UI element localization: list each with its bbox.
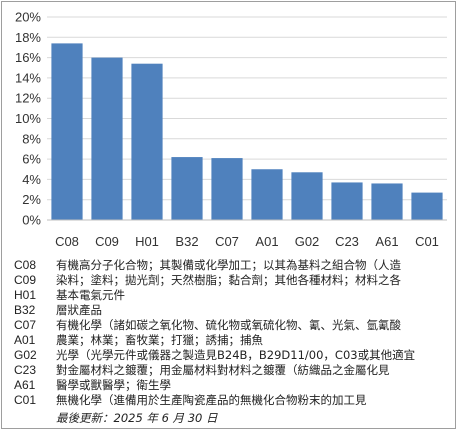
x-tick-label: C07 [215, 234, 239, 249]
bar [371, 183, 403, 220]
legend-description [56, 273, 452, 288]
legend-code: C01 [14, 393, 37, 407]
y-tick-label: 4% [22, 172, 41, 187]
legend-row: G02 光學（光學元件或儀器之製造見B24B，B29D11/00，C03或其他適… [14, 348, 452, 363]
x-tick-label: C23 [335, 234, 359, 249]
y-tick-label: 20% [15, 10, 41, 25]
legend-description: 對金屬材料之鍍覆；用金屬材料對材料之鍍覆（紡織品之金屬化見 [56, 363, 390, 377]
legend-description: 無機化學（進備用於生產陶瓷產品的無機化合物粉末的加工見 [56, 393, 367, 407]
x-tick-label: C08 [55, 234, 79, 249]
bar [411, 192, 443, 220]
legend-code: C23 [14, 363, 37, 377]
legend-code: A01 [14, 333, 36, 347]
y-tick-label: 18% [15, 30, 41, 45]
bar [91, 57, 123, 220]
legend-description: 光學（光學元件或儀器之製造見B24B，B29D11/00，C03或其他適宜 [56, 348, 416, 362]
bar [51, 43, 83, 220]
legend-row: C23 對金屬材料之鍍覆；用金屬材料對材料之鍍覆（紡織品之金屬化見 [14, 363, 452, 378]
legend-code: C08 [14, 258, 37, 272]
y-tick-label: 0% [22, 213, 41, 228]
legend-row: C09 [14, 273, 452, 288]
x-tick-label: A61 [375, 234, 398, 249]
bar [131, 63, 163, 220]
x-tick-label: A01 [255, 234, 278, 249]
legend-code: B32 [14, 303, 36, 317]
bar [331, 182, 363, 220]
legend-description: 醫學或獸醫學；衛生學 [56, 378, 171, 392]
legend-row: C08 有機高分子化合物；其製備或化學加工；以其為基料之組合物（人造 染料；塗料… [14, 258, 452, 288]
legend-description: 農業；林業；畜牧業；打獵；誘捕；捕魚 [56, 333, 263, 347]
y-tick-label: 10% [15, 111, 41, 126]
bar [251, 169, 283, 220]
legend-description: 有機高分子化合物；其製備或化學加工；以其為基料之組合物（人造 染料；塗料；拋光劑… [56, 258, 401, 287]
legend-code: C09 [14, 273, 37, 287]
x-tick-label: G02 [295, 234, 320, 249]
y-tick-label: 14% [15, 70, 41, 85]
x-tick-label: B32 [175, 234, 198, 249]
legend-description: 層狀產品 [56, 303, 102, 317]
y-tick-label: 8% [22, 131, 41, 146]
legend-code: A61 [14, 378, 36, 392]
legend: C08 有機高分子化合物；其製備或化學加工；以其為基料之組合物（人造 染料；塗料… [14, 258, 452, 408]
bar [291, 172, 323, 220]
y-tick-label: 12% [15, 91, 41, 106]
x-tick-label: C01 [415, 234, 439, 249]
y-tick-label: 6% [22, 152, 41, 167]
legend-row: C01 無機化學（進備用於生產陶瓷產品的無機化合物粉末的加工見 [14, 393, 452, 408]
legend-row: A61 醫學或獸醫學；衛生學 [14, 378, 452, 393]
bar [211, 158, 243, 220]
x-tick-label: H01 [135, 234, 159, 249]
legend-row: C07 有機化學（諸如碳之氧化物、硫化物或氧硫化物、氰、光氣、氫氰酸 [14, 318, 452, 333]
legend-code: H01 [14, 288, 37, 302]
legend-code: C07 [14, 318, 37, 332]
bar-chart: 0% 2% 4% 6% 8% 10% 12% 14% 16% 18% 20% C08 C09 H01 B32… [15, 10, 447, 249]
legend-row: B32 層狀產品 [14, 303, 452, 318]
legend-row: H01 基本電氣元件 [14, 288, 452, 303]
x-tick-label: C09 [95, 234, 119, 249]
y-tick-label: 2% [22, 192, 41, 207]
legend-description: 有機化學（諸如碳之氧化物、硫化物或氧硫化物、氰、光氣、氫氰酸 [56, 318, 401, 332]
legend-code: G02 [14, 348, 37, 362]
legend-row: A01 農業；林業；畜牧業；打獵；誘捕；捕魚 [14, 333, 452, 348]
y-tick-label: 16% [15, 50, 41, 65]
last-updated-note: 最後更新：2025 年 6 月 30 日 [56, 411, 218, 425]
bar [171, 157, 203, 220]
legend-description: 基本電氣元件 [56, 288, 125, 302]
